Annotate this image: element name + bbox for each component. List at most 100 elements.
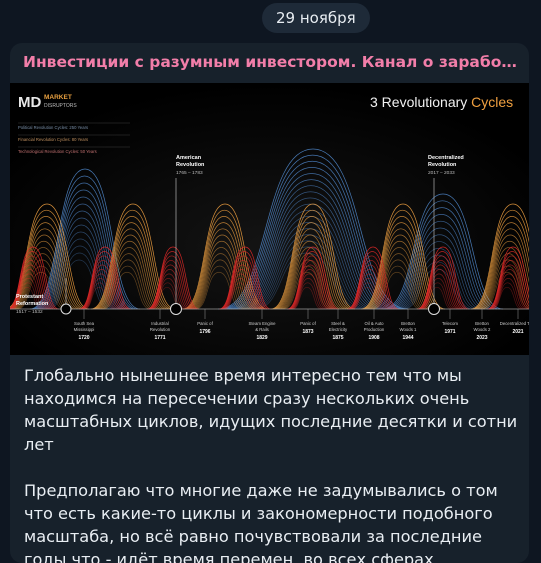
tech-wave bbox=[10, 251, 58, 310]
tech-wave bbox=[223, 277, 258, 310]
political-wave bbox=[248, 234, 368, 310]
financial-wave bbox=[96, 234, 164, 310]
financial-wave bbox=[100, 253, 157, 310]
tech-wave bbox=[80, 260, 126, 310]
financial-wave bbox=[99, 247, 160, 310]
financial-wave bbox=[93, 216, 171, 310]
event-label: Telecom bbox=[442, 321, 458, 326]
event-label: Panic of bbox=[197, 321, 213, 326]
tech-wave bbox=[287, 251, 338, 310]
protestant-callout-title2: Reformation bbox=[16, 301, 49, 307]
political-wave bbox=[392, 227, 489, 310]
financial-wave bbox=[191, 247, 252, 310]
tech-wave bbox=[10, 264, 52, 310]
financial-wave bbox=[477, 240, 529, 310]
financial-wave bbox=[94, 222, 169, 310]
tech-wave bbox=[151, 277, 186, 310]
logo-mark: MD bbox=[18, 94, 41, 111]
tech-wave bbox=[11, 282, 44, 310]
political-wave bbox=[386, 207, 498, 310]
protestant-callout-title1: Protestant bbox=[16, 294, 43, 300]
financial-wave bbox=[472, 209, 529, 310]
channel-name[interactable]: Инвестиции с разумным инвестором. Канал … bbox=[23, 53, 518, 71]
tech-wave bbox=[146, 246, 200, 310]
tech-wave bbox=[490, 273, 528, 310]
financial-wave bbox=[193, 259, 247, 310]
political-wave bbox=[246, 228, 371, 310]
political-wave bbox=[35, 196, 131, 310]
political-wave bbox=[235, 197, 386, 310]
post-image[interactable]: MD MARKET DISRUPTORS 3 Revolutionary Cyc… bbox=[10, 83, 529, 355]
financial-wave bbox=[473, 216, 529, 310]
event-label: Steel & bbox=[331, 321, 345, 326]
financial-wave bbox=[195, 271, 243, 310]
tech-wave bbox=[419, 264, 462, 310]
tech-wave bbox=[10, 273, 48, 310]
tech-wave bbox=[147, 251, 198, 310]
political-wave bbox=[396, 241, 483, 310]
financial-wave bbox=[367, 240, 432, 310]
event-label: Oil & Auto bbox=[364, 321, 384, 326]
financial-wave bbox=[279, 247, 340, 310]
financial-wave bbox=[373, 271, 421, 310]
financial-wave bbox=[189, 240, 254, 310]
financial-wave bbox=[370, 253, 427, 310]
tech-wave bbox=[491, 277, 526, 310]
legend-tech: Technological Revolution Cycles: 50 Year… bbox=[18, 149, 97, 154]
tech-wave bbox=[82, 269, 122, 310]
financial-wave bbox=[272, 209, 353, 310]
political-wave bbox=[40, 217, 124, 310]
tech-wave bbox=[348, 260, 394, 310]
political-wave bbox=[382, 193, 504, 310]
political-wave bbox=[250, 240, 365, 310]
tech-wave bbox=[292, 286, 322, 310]
political-wave bbox=[45, 245, 115, 310]
financial-wave bbox=[275, 228, 347, 310]
financial-wave bbox=[10, 216, 85, 310]
tech-wave bbox=[219, 251, 270, 310]
protestant-callout-years: 1517 – 1532 bbox=[16, 309, 43, 315]
political-wave bbox=[48, 259, 110, 310]
logo-line2: DISRUPTORS bbox=[44, 103, 77, 109]
political-wave bbox=[400, 254, 477, 310]
legend-financial: Financial Revolution Cycles: 80 Years bbox=[18, 137, 88, 142]
tech-wave bbox=[10, 269, 50, 310]
tech-wave bbox=[12, 286, 42, 310]
revolutionary-cycles-chart: MD MARKET DISRUPTORS 3 Revolutionary Cyc… bbox=[10, 83, 529, 355]
date-separator: 29 ноября bbox=[262, 3, 370, 33]
political-wave bbox=[29, 168, 141, 310]
financial-wave bbox=[194, 265, 245, 310]
tech-wave bbox=[11, 277, 46, 310]
tech-wave bbox=[289, 264, 332, 310]
tech-wave bbox=[150, 273, 188, 310]
event-label: South Sea bbox=[74, 321, 95, 326]
tech-wave bbox=[79, 251, 130, 310]
financial-wave bbox=[483, 271, 529, 310]
tech-wave bbox=[150, 269, 190, 310]
american-callout-title2: Revolution bbox=[176, 162, 205, 168]
financial-wave bbox=[13, 247, 74, 310]
financial-wave bbox=[97, 240, 162, 310]
decentralized-callout-title2: Revolution bbox=[428, 162, 457, 168]
political-wave bbox=[394, 234, 486, 310]
message-paragraph: Предполагаю что многие даже не задумывал… bbox=[24, 481, 498, 563]
political-wave bbox=[384, 200, 501, 310]
political-wave bbox=[403, 268, 471, 310]
financial-wave bbox=[186, 222, 261, 310]
event-label: 2021 bbox=[512, 329, 523, 335]
image-title: 3 Revolutionary Cycles bbox=[370, 94, 513, 110]
financial-wave bbox=[14, 253, 71, 310]
american-callout-title1: American bbox=[176, 155, 202, 161]
event-label: Production bbox=[364, 327, 385, 332]
event-label: Panic of bbox=[300, 321, 316, 326]
financial-wave bbox=[95, 228, 167, 310]
political-wave bbox=[398, 248, 480, 310]
message-paragraph: Глобально нынешнее время интересно тем ч… bbox=[24, 366, 518, 454]
tech-wave bbox=[222, 269, 262, 310]
tech-wave bbox=[422, 286, 452, 310]
event-label: 2023 bbox=[476, 335, 487, 341]
political-wave bbox=[241, 215, 377, 310]
event-label: Revolution bbox=[150, 327, 171, 332]
event-label: 1875 bbox=[332, 335, 343, 341]
tech-wave bbox=[349, 264, 392, 310]
